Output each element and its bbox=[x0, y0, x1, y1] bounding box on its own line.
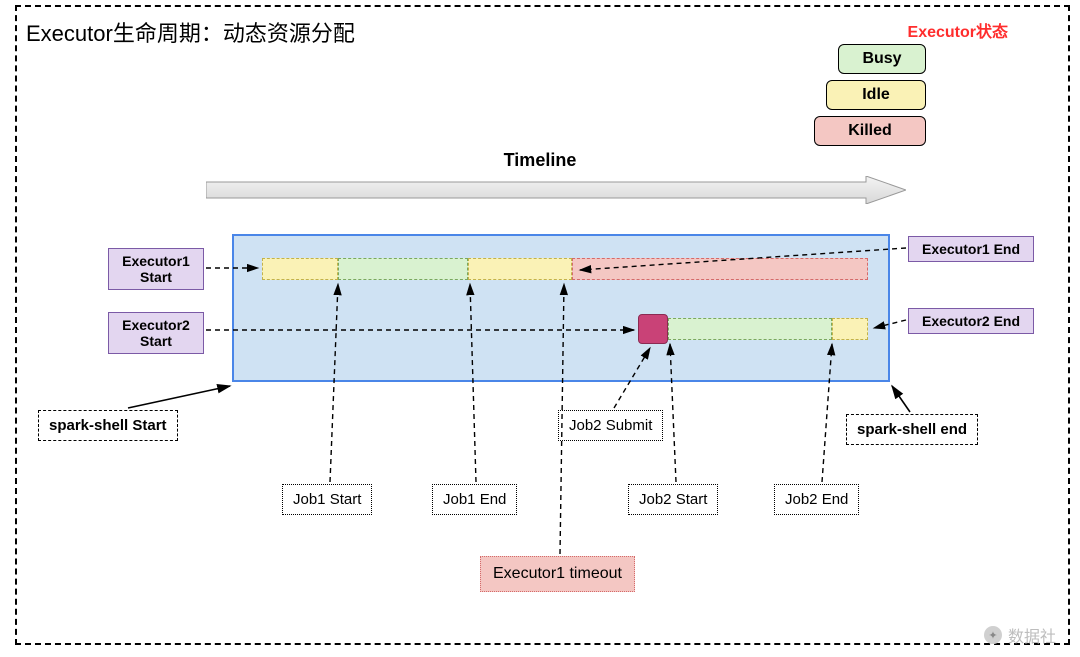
exec1-start-text: Executor1Start bbox=[122, 253, 190, 285]
legend-killed: Killed bbox=[814, 116, 926, 146]
lifecycle-panel bbox=[232, 234, 890, 382]
legend-idle: Idle bbox=[826, 80, 926, 110]
watermark: ✦ 数据社 bbox=[984, 623, 1056, 647]
exec1-start-label: Executor1Start bbox=[108, 248, 204, 290]
exec1-end-text: Executor1 End bbox=[922, 241, 1020, 257]
exec1-idle-2 bbox=[468, 258, 572, 280]
spark-shell-start-box: spark-shell Start bbox=[38, 410, 178, 441]
exec2-start-label: Executor2Start bbox=[108, 312, 204, 354]
exec1-timeout-box: Executor1 timeout bbox=[480, 556, 635, 592]
exec2-end-label: Executor2 End bbox=[908, 308, 1034, 334]
exec2-idle bbox=[832, 318, 868, 340]
exec2-busy bbox=[668, 318, 832, 340]
job2-end-box: Job2 End bbox=[774, 484, 859, 515]
diagram-canvas: Executor生命周期：动态资源分配 Executor状态 Busy Idle… bbox=[0, 0, 1080, 657]
exec1-killed bbox=[572, 258, 868, 280]
watermark-text: 数据社 bbox=[1008, 623, 1056, 647]
exec2-end-text: Executor2 End bbox=[922, 313, 1020, 329]
exec1-idle-1 bbox=[262, 258, 338, 280]
legend-busy: Busy bbox=[838, 44, 926, 74]
exec1-busy bbox=[338, 258, 468, 280]
spark-shell-end-box: spark-shell end bbox=[846, 414, 978, 445]
exec2-start-text: Executor2Start bbox=[122, 317, 190, 349]
job1-end-box: Job1 End bbox=[432, 484, 517, 515]
job1-start-box: Job1 Start bbox=[282, 484, 372, 515]
legend-title: Executor状态 bbox=[908, 18, 1008, 42]
wechat-icon: ✦ bbox=[984, 626, 1002, 644]
exec1-end-label: Executor1 End bbox=[908, 236, 1034, 262]
timeline-label: Timeline bbox=[0, 150, 1080, 171]
job2-start-box: Job2 Start bbox=[628, 484, 718, 515]
exec2-submit-marker bbox=[638, 314, 668, 344]
timeline-arrow-icon bbox=[206, 176, 906, 204]
diagram-title: Executor生命周期：动态资源分配 bbox=[26, 16, 355, 48]
job2-submit-box: Job2 Submit bbox=[558, 410, 663, 441]
